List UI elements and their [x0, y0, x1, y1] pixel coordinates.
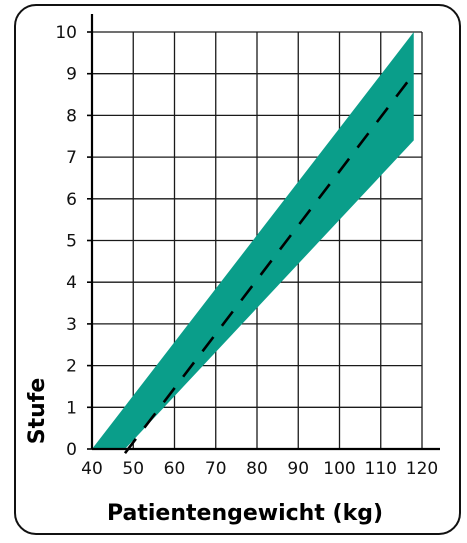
x-tick-label-60: 60	[164, 459, 186, 479]
axes	[87, 14, 440, 451]
x-axis-title: Patientengewicht (kg)	[107, 501, 383, 526]
y-tick-label-4: 4	[66, 273, 77, 293]
dosage-band	[92, 32, 414, 449]
y-axis-title: Stufe	[25, 378, 50, 445]
x-tick-label-40: 40	[81, 459, 103, 479]
y-tick-label-3: 3	[66, 315, 77, 335]
x-tick-label-80: 80	[246, 459, 268, 479]
x-tick-label-90: 90	[287, 459, 309, 479]
line-layer	[123, 72, 415, 454]
tick-labels: 0 1 2 3 4 5 6 7 8 9 10 40 50 60 70 80 90 100 110 120	[55, 23, 438, 479]
y-tick-label-6: 6	[66, 190, 77, 210]
y-tick-label-8: 8	[66, 106, 77, 126]
x-tick-label-120: 120	[406, 459, 438, 479]
y-tick-label-9: 9	[66, 65, 77, 85]
band-layer	[92, 32, 414, 449]
x-tick-label-70: 70	[205, 459, 227, 479]
y-tick-label-1: 1	[66, 398, 77, 418]
y-tick-label-0: 0	[66, 440, 77, 460]
x-tick-label-110: 110	[365, 459, 397, 479]
y-tick-label-5: 5	[66, 232, 77, 252]
x-tick-label-100: 100	[323, 459, 355, 479]
y-tick-label-2: 2	[66, 357, 77, 377]
x-tick-label-50: 50	[122, 459, 144, 479]
dosage-median-line	[123, 72, 415, 454]
y-tick-label-7: 7	[66, 148, 77, 168]
y-tick-label-10: 10	[55, 23, 77, 43]
